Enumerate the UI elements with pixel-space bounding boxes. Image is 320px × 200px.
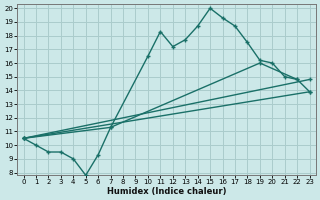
X-axis label: Humidex (Indice chaleur): Humidex (Indice chaleur) bbox=[107, 187, 226, 196]
